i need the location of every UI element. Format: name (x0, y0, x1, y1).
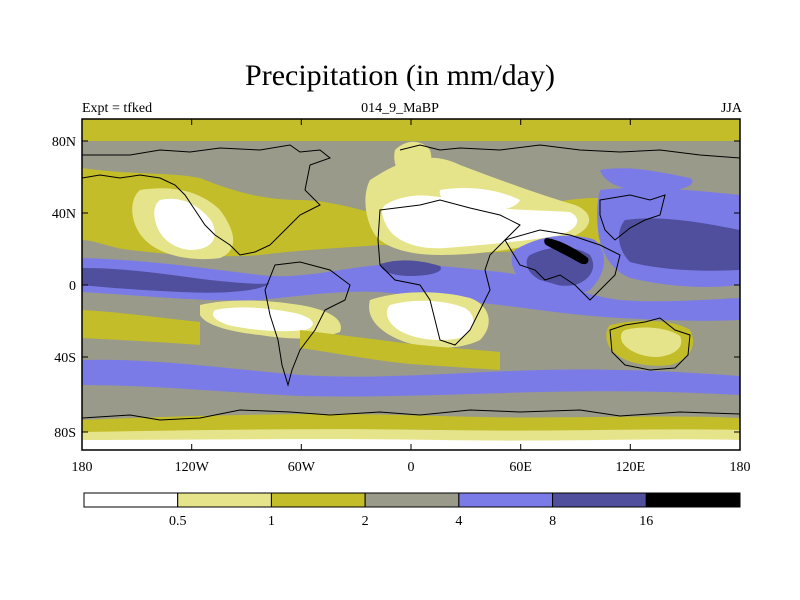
lat-axis: 80N 40N 0 40S 80S (52, 135, 740, 441)
colorbar-swatch (645, 492, 741, 508)
colorbar-label: 16 (639, 514, 653, 529)
lon-tick-label: 180 (730, 460, 751, 475)
center-label: 014_9_MaBP (361, 101, 439, 116)
lat-tick-label: 40N (52, 207, 76, 222)
lon-axis: 180 120W 60W 0 60E 120E 180 (72, 119, 751, 475)
colorbar-swatch (83, 492, 179, 508)
colorbar-label: 2 (362, 514, 369, 529)
coastlines (82, 144, 740, 421)
lat-tick-label: 80N (52, 135, 76, 150)
colorbar-swatch (364, 492, 460, 508)
lon-tick-label: 0 (408, 460, 415, 475)
colorbar-label: 1 (268, 514, 275, 529)
lat-tick-label: 40S (54, 351, 76, 366)
colorbar-label: 8 (549, 514, 556, 529)
lon-tick-label: 60E (509, 460, 532, 475)
season-label: JJA (720, 101, 742, 116)
lon-tick-label: 180 (72, 460, 93, 475)
colorbar-label: 0.5 (169, 514, 187, 529)
map-title: Precipitation (in mm/day) (245, 59, 555, 92)
lat-tick-label: 80S (54, 426, 76, 441)
experiment-label: Expt = tfked (82, 101, 153, 116)
lon-tick-label: 60W (288, 460, 316, 475)
colorbar: 0.5 1 2 4 8 16 (83, 492, 741, 529)
colorbar-swatch (270, 492, 366, 508)
colorbar-swatch (458, 492, 554, 508)
lon-tick-label: 120W (175, 460, 210, 475)
colorbar-label: 4 (455, 514, 462, 529)
lon-tick-label: 120E (616, 460, 646, 475)
colorbar-swatch (552, 492, 647, 508)
lat-tick-label: 0 (69, 279, 76, 294)
colorbar-swatch (177, 492, 272, 508)
precipitation-field (82, 119, 740, 450)
